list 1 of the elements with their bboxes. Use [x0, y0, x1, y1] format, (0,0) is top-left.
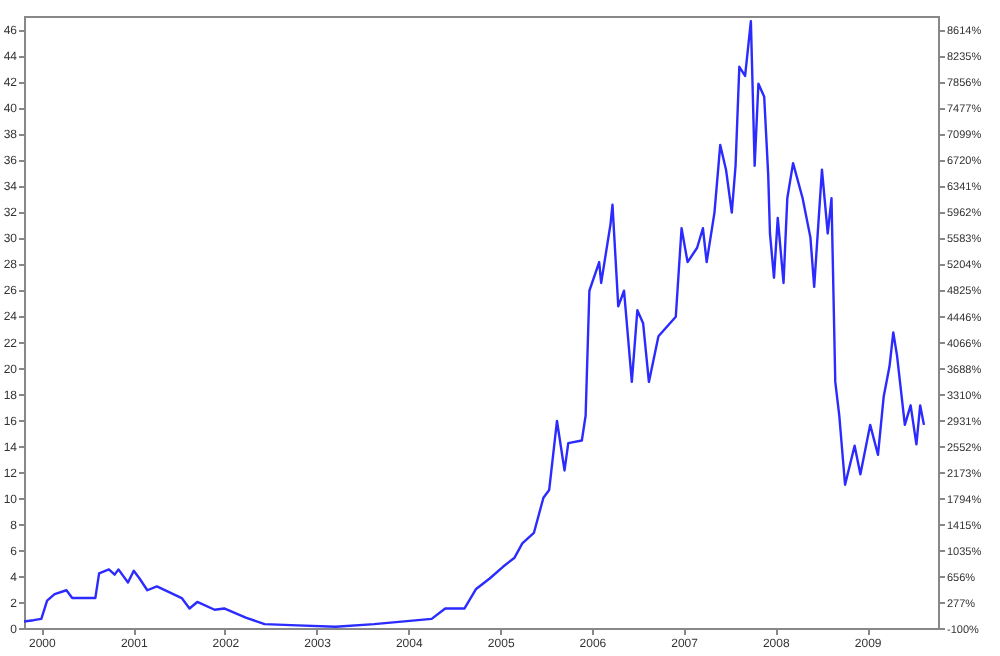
line-series [24, 20, 926, 628]
